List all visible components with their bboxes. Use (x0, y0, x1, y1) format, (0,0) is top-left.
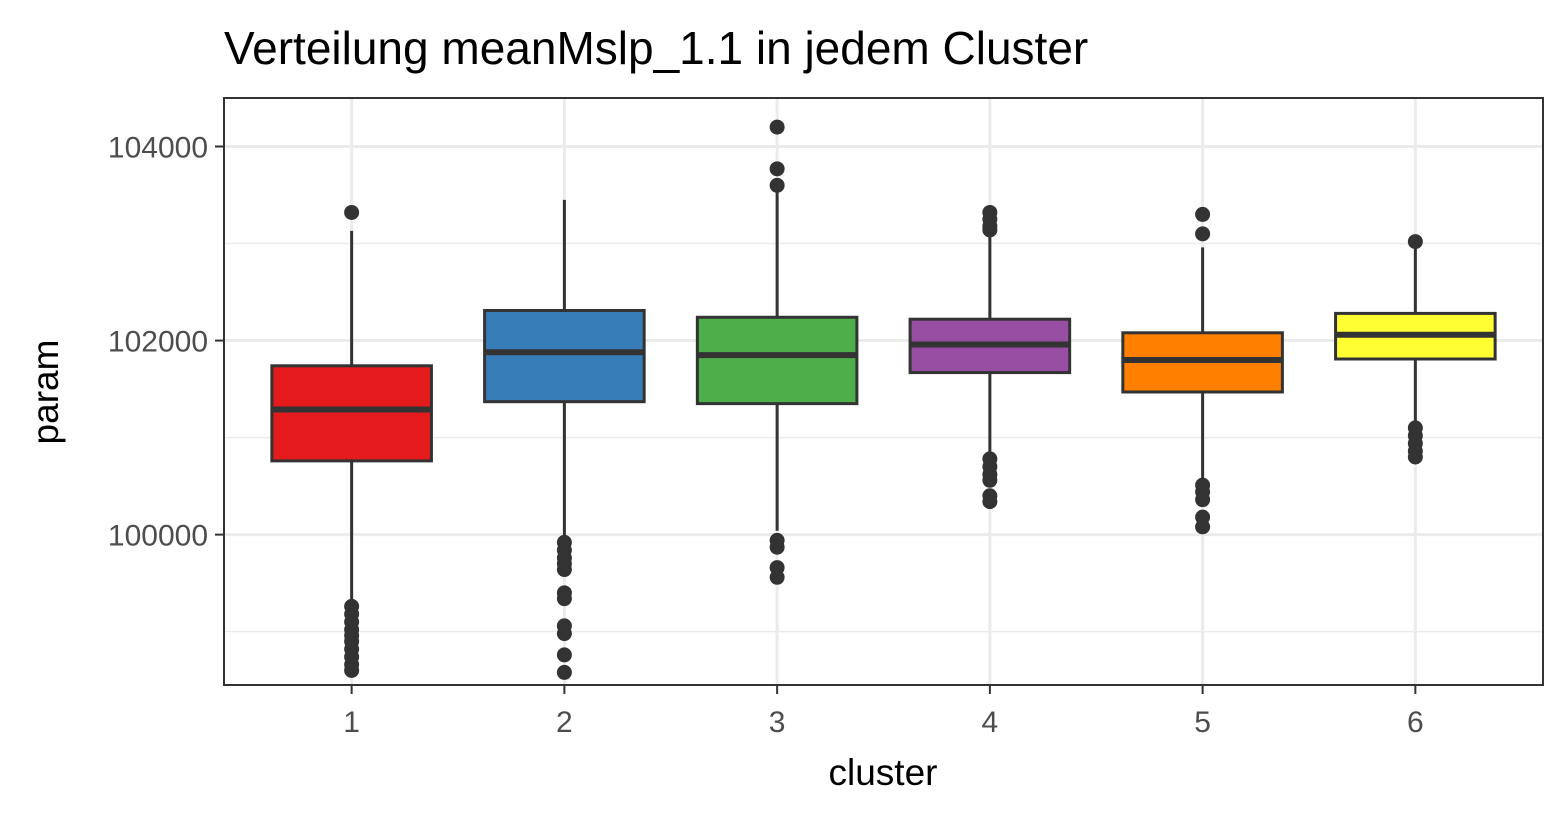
box-cluster-3 (695, 119, 859, 585)
outlier-point (556, 664, 572, 680)
y-tick-label: 104000 (108, 132, 208, 165)
outlier-point (1195, 519, 1211, 535)
outlier-point (1407, 449, 1423, 465)
outlier-point (1195, 226, 1211, 242)
outlier-point (344, 204, 360, 220)
outlier-point (556, 626, 572, 642)
box-cluster-6 (1334, 234, 1497, 465)
outlier-point (769, 119, 785, 135)
outlier-point (982, 222, 998, 238)
outlier-point (769, 177, 785, 193)
box-iqr (483, 308, 646, 404)
x-tick-label: 4 (982, 706, 999, 739)
outlier-point (1195, 206, 1211, 222)
y-axis-label: param (25, 340, 66, 445)
x-tick-label: 3 (769, 706, 786, 739)
plot-panel (224, 98, 1543, 685)
box-cluster-4 (908, 204, 1072, 510)
box-cluster-5 (1121, 206, 1284, 535)
minor-gridlines (224, 242, 1543, 633)
x-tick-label: 2 (556, 706, 573, 739)
x-tick-label: 1 (343, 706, 360, 739)
x-tick-label: 5 (1194, 706, 1211, 739)
outlier-point (556, 647, 572, 663)
outlier-point (982, 472, 998, 488)
outlier-point (1407, 234, 1423, 250)
y-tick-label: 102000 (108, 326, 208, 359)
outlier-point (769, 569, 785, 585)
plot-panel-border (223, 97, 1544, 686)
outlier-point (769, 161, 785, 177)
outlier-point (769, 539, 785, 555)
x-tick-label: 6 (1407, 706, 1424, 739)
box-iqr (695, 315, 859, 406)
x-axis: 1 2 3 4 5 6 (343, 685, 1424, 739)
outlier-point (556, 562, 572, 578)
chart-title: Verteilung meanMslp_1.1 in jedem Cluster (224, 22, 1088, 74)
outlier-point (982, 494, 998, 510)
box-iqr (270, 364, 433, 463)
y-tick-label: 100000 (108, 520, 208, 553)
y-axis: 100000 102000 104000 (108, 132, 224, 553)
box-series (270, 119, 1497, 680)
x-axis-label: cluster (829, 752, 938, 793)
outlier-point (1195, 492, 1211, 508)
outlier-point (556, 591, 572, 607)
outlier-point (344, 662, 360, 678)
box-cluster-1 (270, 204, 433, 678)
box-cluster-2 (483, 199, 646, 680)
